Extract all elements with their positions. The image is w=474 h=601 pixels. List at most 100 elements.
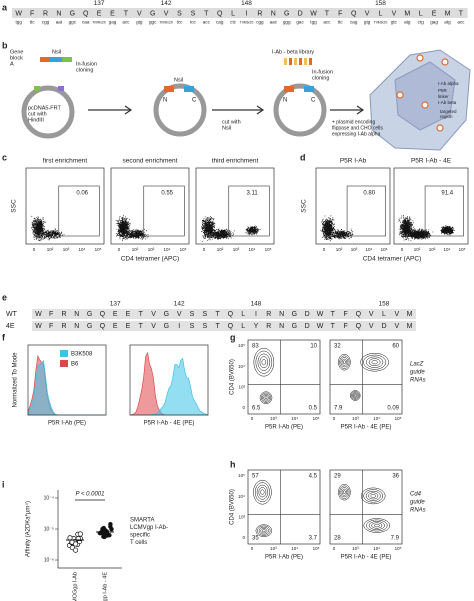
label: LacZ (410, 362, 424, 368)
x-tick-label: 10² (414, 247, 421, 252)
label: Cd4 (410, 492, 422, 498)
point (77, 531, 83, 537)
y-tick-label: 10⁴ (238, 494, 245, 499)
event-cloud (38, 228, 65, 241)
receptor (396, 91, 404, 99)
contour (363, 354, 387, 370)
x-tick-label: 10⁵ (395, 416, 402, 421)
x-axis-label: P5R I-Ab (PE) (265, 555, 303, 561)
codon: ttc (338, 20, 344, 25)
y-tick-label: 10⁵ (238, 473, 245, 478)
plot-title: first enrichment (43, 158, 88, 165)
position: 142 (161, 0, 172, 7)
contour (363, 518, 391, 533)
label: linker (438, 94, 449, 99)
residue: G (70, 10, 75, 17)
insert-n (284, 86, 294, 92)
residue: E (432, 10, 437, 17)
arrow (88, 105, 133, 115)
gate-value: 3.11 (247, 191, 259, 197)
contour (260, 489, 265, 495)
residue: N (279, 311, 284, 318)
gene-block (62, 57, 72, 62)
plasmid (21, 85, 75, 139)
plot-title: P5R I-Ab - 4E (411, 158, 452, 165)
codon: cag (216, 20, 224, 25)
residue: W (35, 311, 42, 318)
receptor (421, 101, 429, 109)
label: expressing I-Ab alpha (332, 131, 381, 137)
codon: atg (444, 20, 451, 25)
residue: T (331, 323, 336, 330)
codon: ggc (69, 20, 77, 25)
event-cloud (320, 215, 336, 242)
x-tick-label: 10⁵ (180, 247, 187, 252)
x-tick-label: 10⁵ (313, 416, 320, 421)
residue: M (407, 323, 413, 330)
residue: G (164, 323, 169, 330)
contour (260, 392, 272, 403)
quadrant-value: 0.09 (387, 406, 399, 412)
x-tick-label: 10⁴ (79, 247, 86, 252)
residue: T (215, 311, 220, 318)
label: Gene (10, 49, 23, 55)
codon: aat (56, 20, 63, 25)
codon: cag (350, 20, 358, 25)
label: N (283, 98, 287, 104)
event-cloud (406, 228, 434, 240)
quadrant-value: 83 (252, 344, 259, 350)
residue: D (298, 10, 303, 17)
legend-swatch (60, 350, 68, 357)
residue: W (310, 10, 317, 17)
y-tick-label: 10⁻⁶ (44, 557, 54, 563)
gate (143, 185, 185, 237)
contour (371, 360, 378, 365)
x-tick-label: 10³ (351, 247, 358, 252)
residue: R (266, 323, 271, 330)
contour (253, 347, 275, 377)
residue: W (15, 10, 22, 17)
x-tick-label: 0 (323, 247, 326, 252)
contour (257, 525, 271, 536)
residue: E (97, 10, 102, 17)
label: cut with (222, 119, 241, 125)
quadrant-value: 32 (334, 344, 341, 350)
contour (260, 528, 268, 534)
residue: T (124, 10, 129, 17)
plot-title: P5R I-Ab (340, 158, 367, 165)
y-axis-label: Normalized To Mode (13, 352, 19, 408)
x-tick-label: 10⁵ (395, 546, 402, 551)
residue: Q (217, 10, 223, 17)
codon: gtg (136, 20, 143, 25)
x-tick-label: 10⁵ (381, 247, 388, 252)
x-tick-label: 0 (251, 416, 254, 421)
residue: R (61, 311, 66, 318)
label: SMARTA (130, 518, 154, 524)
residue: Q (356, 323, 362, 330)
residue: F (338, 10, 342, 17)
point (109, 526, 114, 532)
residue: T (139, 311, 144, 318)
x-tick-label: 10² (336, 247, 343, 252)
residue: Q (228, 311, 234, 318)
label: In-fusion (312, 69, 333, 75)
label: targeted (440, 109, 457, 114)
residue: L (419, 10, 423, 17)
arrow (330, 105, 365, 115)
residue: V (369, 323, 374, 330)
label: C (192, 98, 197, 104)
residue: T (459, 10, 464, 17)
label: T cells (130, 540, 147, 546)
residue: I (246, 10, 248, 17)
event-cloud (123, 228, 149, 240)
contour (341, 358, 348, 366)
residue: N (279, 323, 284, 330)
label: I-Ab - beta library (272, 49, 314, 55)
contour (263, 395, 269, 401)
contour (253, 479, 272, 505)
contour (261, 359, 267, 366)
codon: acc (122, 20, 130, 25)
contour (360, 352, 389, 372)
plot-frame (329, 469, 403, 545)
position: 148 (241, 0, 252, 7)
